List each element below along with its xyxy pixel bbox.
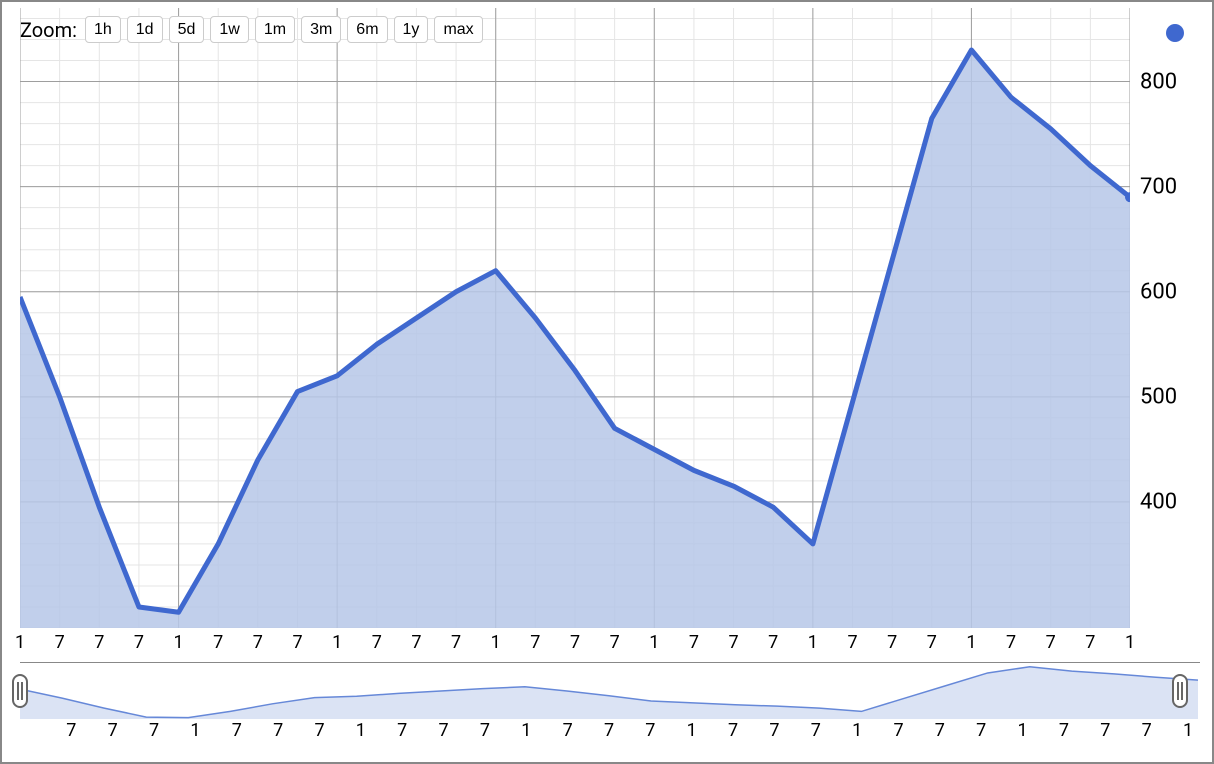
x-tick-label: 7 — [55, 632, 65, 653]
x-tick-label: 7 — [253, 632, 263, 653]
x-tick-label: 7 — [887, 632, 897, 653]
overview-x-tick-label: 1 — [190, 720, 200, 741]
y-tick-label: 400 — [1140, 489, 1177, 514]
overview-x-tick-label: 7 — [1142, 720, 1152, 741]
overview-x-tick-label: 7 — [935, 720, 945, 741]
x-tick-label: 7 — [570, 632, 580, 653]
x-tick-label: 7 — [94, 632, 104, 653]
zoom-label: Zoom: — [20, 18, 77, 42]
zoom-1y-button[interactable]: 1y — [394, 16, 429, 43]
overview-x-tick-label: 7 — [314, 720, 324, 741]
x-tick-label: 7 — [1046, 632, 1056, 653]
timeseries-chart: Zoom: 1h 1d 5d 1w 1m 3m 6m 1y max 400 500… — [0, 0, 1214, 764]
x-axis: 17771777177717771777177717771 — [20, 632, 1200, 660]
x-tick-label: 7 — [729, 632, 739, 653]
zoom-6m-button[interactable]: 6m — [347, 16, 387, 43]
overview-x-tick-label: 7 — [645, 720, 655, 741]
overview-x-axis: 7 7 7 1 7 7 7 1 7 7 7 1 7 7 7 1 7 7 7 1 7 7 7 1 7 7 7 1 — [20, 720, 1200, 748]
x-tick-label: 1 — [491, 632, 501, 653]
zoom-5d-button[interactable]: 5d — [169, 16, 205, 43]
overview-panel[interactable] — [20, 662, 1200, 718]
overview-x-tick-label: 7 — [604, 720, 614, 741]
x-tick-label: 1 — [174, 632, 184, 653]
overview-x-tick-label: 7 — [893, 720, 903, 741]
x-tick-label: 1 — [1125, 632, 1135, 653]
y-tick-label: 800 — [1140, 69, 1177, 94]
main-plot-area[interactable] — [20, 8, 1130, 628]
x-tick-label: 7 — [610, 632, 620, 653]
overview-x-tick-label: 7 — [273, 720, 283, 741]
overview-x-tick-label: 7 — [480, 720, 490, 741]
x-tick-label: 7 — [689, 632, 699, 653]
overview-x-tick-label: 7 — [728, 720, 738, 741]
overview-x-tick-label: 1 — [1183, 720, 1193, 741]
x-tick-label: 1 — [808, 632, 818, 653]
x-tick-label: 1 — [966, 632, 976, 653]
overview-x-tick-label: 7 — [811, 720, 821, 741]
overview-x-tick-label: 7 — [108, 720, 118, 741]
x-tick-label: 7 — [411, 632, 421, 653]
x-tick-label: 7 — [1085, 632, 1095, 653]
overview-x-tick-label: 7 — [1100, 720, 1110, 741]
overview-x-tick-label: 7 — [439, 720, 449, 741]
zoom-1h-button[interactable]: 1h — [85, 16, 121, 43]
x-tick-label: 7 — [847, 632, 857, 653]
zoom-3m-button[interactable]: 3m — [301, 16, 341, 43]
x-tick-label: 7 — [372, 632, 382, 653]
x-tick-label: 7 — [451, 632, 461, 653]
y-axis: 400 500 600 700 800 — [1132, 8, 1202, 628]
x-tick-label: 7 — [213, 632, 223, 653]
overview-x-tick-label: 7 — [66, 720, 76, 741]
range-handle-left[interactable] — [12, 674, 28, 708]
x-tick-label: 7 — [1006, 632, 1016, 653]
y-tick-label: 600 — [1140, 279, 1177, 304]
x-tick-label: 1 — [332, 632, 342, 653]
overview-x-tick-label: 7 — [397, 720, 407, 741]
overview-x-tick-label: 1 — [356, 720, 366, 741]
y-tick-label: 500 — [1140, 384, 1177, 409]
y-tick-label: 700 — [1140, 174, 1177, 199]
overview-x-tick-label: 7 — [149, 720, 159, 741]
x-tick-label: 1 — [649, 632, 659, 653]
x-tick-label: 7 — [768, 632, 778, 653]
zoom-1w-button[interactable]: 1w — [210, 16, 248, 43]
x-tick-label: 1 — [15, 632, 25, 653]
overview-plot-area[interactable] — [20, 663, 1198, 719]
overview-x-tick-label: 1 — [852, 720, 862, 741]
zoom-max-button[interactable]: max — [434, 16, 482, 43]
x-tick-label: 7 — [292, 632, 302, 653]
x-tick-label: 7 — [530, 632, 540, 653]
x-tick-label: 7 — [927, 632, 937, 653]
x-tick-label: 7 — [134, 632, 144, 653]
overview-x-tick-label: 1 — [1018, 720, 1028, 741]
overview-x-tick-label: 7 — [232, 720, 242, 741]
zoom-1d-button[interactable]: 1d — [127, 16, 163, 43]
zoom-1m-button[interactable]: 1m — [255, 16, 295, 43]
overview-x-tick-label: 1 — [687, 720, 697, 741]
overview-x-tick-label: 7 — [1059, 720, 1069, 741]
overview-x-tick-label: 7 — [769, 720, 779, 741]
overview-x-tick-label: 7 — [563, 720, 573, 741]
range-handle-right[interactable] — [1172, 674, 1188, 708]
overview-x-tick-label: 1 — [521, 720, 531, 741]
overview-x-tick-label: 7 — [976, 720, 986, 741]
zoom-toolbar: Zoom: 1h 1d 5d 1w 1m 3m 6m 1y max — [20, 16, 483, 43]
